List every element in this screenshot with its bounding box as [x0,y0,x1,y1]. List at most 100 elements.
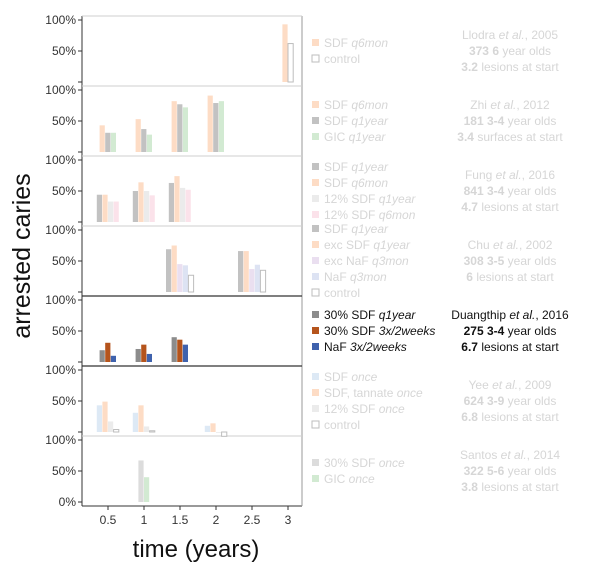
bar [138,460,144,502]
legend-series-name: SDF [324,176,348,190]
bar [171,245,177,292]
x-tick-label: 0.5 [100,513,117,527]
bar [177,264,183,292]
legend-series-name: SDF [324,36,348,50]
legend-series-frequency: q1year [375,308,416,322]
legend-series-name: SDF [324,98,348,112]
legend-series-name: NaF [324,340,347,354]
bar [149,430,156,433]
lesions-count: 6.8 [461,410,478,424]
legend-series-frequency: 3x/2weeks [375,324,435,338]
lesions-count: 3.2 [461,60,478,74]
children-count: 181 [464,114,487,128]
legend-series-name: exc NaF [324,254,369,268]
legend-series-frequency: q6mon [348,98,388,112]
lesions-suffix: lesions at start [478,200,559,214]
bar [135,348,141,362]
bar [243,251,249,292]
lesions-suffix: lesions at start [478,410,559,424]
bar [138,405,144,432]
study-children: 322 5-6 year olds [464,464,557,478]
legend-label: GIC once [324,472,375,486]
children-count: 841 [464,184,487,198]
bar [282,24,288,82]
study-lesions: 3.8 lesions at start [461,480,559,494]
study-year: , 2014 [527,448,561,462]
y-tick-label: 50% [52,324,76,338]
lesions-count: 3.4 [457,130,474,144]
legend-label: control [324,418,360,432]
bar [182,265,188,292]
bar [144,477,150,502]
bar [105,132,111,152]
bar [187,274,195,293]
study-author: Chu [468,238,493,252]
children-suffix: year olds [504,114,556,128]
lesions-count: 4.7 [461,200,478,214]
study-etal: et al. [490,98,516,112]
legend-swatch [312,241,319,248]
legend-series-name: exc SDF [324,238,370,252]
study-citation: Yee et al., 2009 [469,378,552,392]
study-lesions: 4.7 lesions at start [461,200,559,214]
legend-label: NaF 3x/2weeks [324,340,407,354]
legend-label: 12% SDF q6mon [324,208,416,222]
legend-swatch [312,459,319,466]
bar [108,421,114,432]
legend-series-frequency: q6mon [348,36,388,50]
study-lesions: 3.2 lesions at start [461,60,559,74]
study-children: 624 3-9 year olds [464,394,557,408]
bar [144,191,150,222]
bar [171,101,177,152]
legend-label: exc NaF q3mon [324,254,409,268]
legend-label: SDF q6mon [324,176,388,190]
bar [146,353,152,362]
legend-series-frequency: q1year [348,114,389,128]
bar [171,337,177,362]
legend-series-frequency: once [345,472,375,486]
x-tick-label: 1 [141,513,148,527]
study-year: , 2016 [522,168,556,182]
study-children: 373 6 year olds [469,44,551,58]
study-etal: et al. [509,308,535,322]
bar [141,129,147,152]
lesions-suffix: lesions at start [478,480,559,494]
bar [221,431,228,437]
legend-swatch [312,273,319,280]
legend-label: NaF q3mon [324,270,387,284]
study-lesions: 6.8 lesions at start [461,410,559,424]
x-tick-label: 3 [285,513,292,527]
legend-label: 30% SDF 3x/2weeks [324,324,435,338]
legend-series-name: 30% SDF [324,456,375,470]
bar [113,201,119,222]
legend-label: control [324,286,360,300]
legend-swatch [312,343,319,350]
legend-swatch [312,179,319,186]
children-suffix: year olds [504,184,556,198]
legend-series-name: control [324,286,360,300]
y-axis-label: arrested caries [8,173,36,338]
legend-swatch [312,327,319,334]
children-suffix: year olds [504,324,556,338]
study-children: 308 3-5 year olds [464,254,557,268]
lesions-suffix: surfaces at start [474,130,563,144]
legend-swatch [312,373,319,380]
bar [204,425,210,432]
bar [102,401,108,432]
legend-swatch [312,225,319,232]
study-citation: Fung et al., 2016 [465,168,555,182]
bar [110,132,116,152]
x-tick-label: 2 [213,513,220,527]
legend-series-name: GIC [324,472,346,486]
y-tick-label: 50% [52,114,76,128]
bar [182,107,188,152]
y-tick-label: 100% [45,363,76,377]
legend-series-frequency: q3mon [369,254,409,268]
bar [249,269,255,292]
bar [177,104,183,152]
legend-series-frequency: q3mon [347,270,387,284]
legend-series-name: SDF [324,160,348,174]
y-tick-label: 100% [45,433,76,447]
study-year: , 2016 [535,308,569,322]
